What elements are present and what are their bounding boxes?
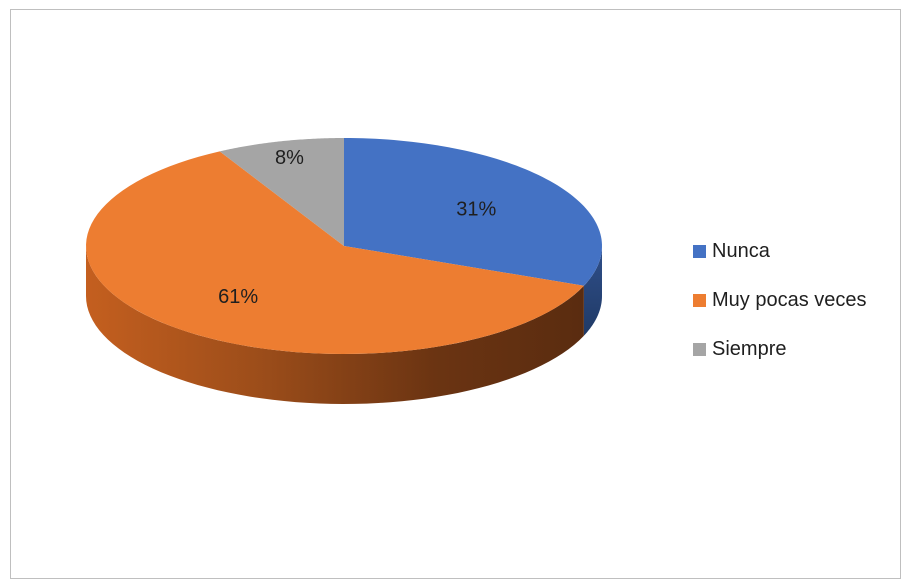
data-label-muy-pocas-veces: 61% (218, 286, 258, 308)
legend-item-siempre: Siempre (693, 337, 867, 362)
pie-slice-nunca (344, 138, 602, 286)
legend-label: Nunca (712, 240, 770, 262)
pie-side-muy-pocas-veces (86, 246, 584, 404)
pie-slice-muy-pocas-veces (86, 151, 584, 354)
legend-swatch (693, 294, 706, 307)
legend-label: Muy pocas veces (712, 289, 867, 311)
legend-item-nunca: Nunca (693, 239, 867, 264)
legend-label: Siempre (712, 338, 787, 360)
data-label-siempre: 8% (275, 147, 304, 169)
pie-side-nunca (583, 246, 602, 336)
legend: Nunca Muy pocas veces Siempre (693, 239, 867, 386)
data-label-nunca: 31% (456, 198, 496, 220)
legend-swatch (693, 245, 706, 258)
legend-item-muy-pocas-veces: Muy pocas veces (693, 288, 867, 313)
pie-slice-siempre (219, 138, 344, 246)
legend-swatch (693, 343, 706, 356)
